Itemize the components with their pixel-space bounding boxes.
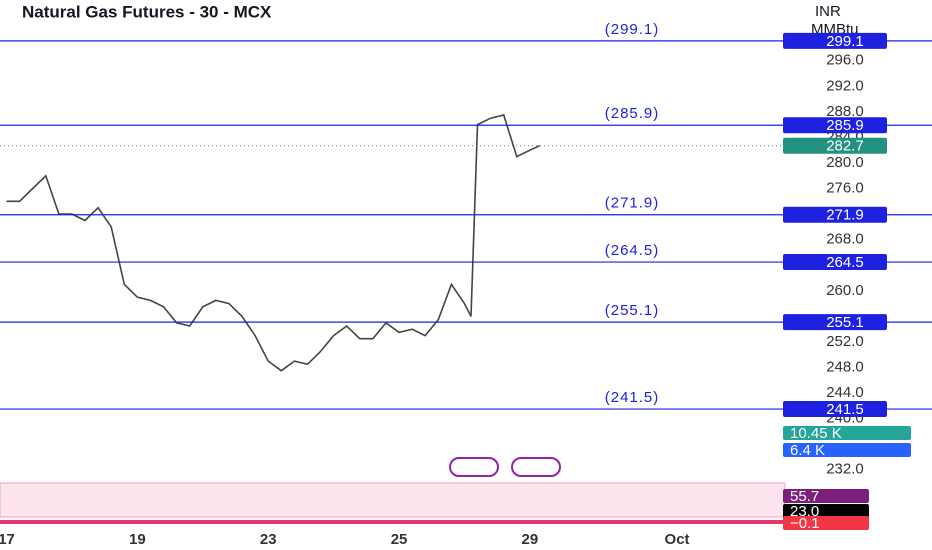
indicator-label: 55.7 bbox=[790, 488, 819, 505]
level-badge bbox=[783, 401, 887, 418]
y-tick-label: 296.0 bbox=[826, 52, 864, 69]
indicator-label: 10.45 K bbox=[790, 425, 842, 442]
alert-icon[interactable] bbox=[511, 457, 561, 477]
price-line bbox=[6, 114, 541, 372]
level-badge bbox=[783, 32, 887, 49]
icons bbox=[449, 457, 561, 477]
y-tick-label: 292.0 bbox=[826, 77, 864, 94]
indicator-label: −0.1 bbox=[790, 515, 820, 532]
histogram-strip bbox=[0, 520, 785, 524]
y-tick-label: 288.0 bbox=[826, 103, 864, 120]
last-price-label: 282.7 bbox=[826, 138, 864, 155]
level-badge bbox=[783, 254, 887, 271]
y-tick-label: 248.0 bbox=[826, 358, 864, 375]
x-tick-label: Oct bbox=[665, 531, 690, 548]
indicator-badge bbox=[783, 504, 869, 518]
level-badge-label: 255.1 bbox=[826, 314, 864, 331]
level-label: (241.5) bbox=[605, 389, 660, 406]
level-badge bbox=[783, 206, 887, 223]
replay-icon[interactable] bbox=[449, 457, 499, 477]
x-tick-label: 19 bbox=[129, 531, 146, 548]
currency: INR bbox=[815, 3, 841, 20]
y-tick-label: 232.0 bbox=[826, 461, 864, 478]
level-badge-label: 241.5 bbox=[826, 401, 864, 418]
last-price-badge bbox=[783, 137, 887, 154]
x-tick-label: 29 bbox=[522, 531, 539, 548]
y-tick-label: 280.0 bbox=[826, 154, 864, 171]
y-tick-label: 260.0 bbox=[826, 282, 864, 299]
x-tick-label: 17 bbox=[0, 531, 15, 548]
y-tick-label: 268.0 bbox=[826, 231, 864, 248]
level-label: (285.9) bbox=[605, 105, 660, 122]
x-tick-label: 23 bbox=[260, 531, 277, 548]
y-tick-label: 244.0 bbox=[826, 384, 864, 401]
level-badge-label: 271.9 bbox=[826, 207, 864, 224]
indicator-badge bbox=[783, 443, 911, 457]
y-tick-label: 276.0 bbox=[826, 180, 864, 197]
level-label: (299.1) bbox=[605, 21, 660, 38]
level-label: (264.5) bbox=[605, 242, 660, 259]
level-label: (255.1) bbox=[605, 302, 660, 319]
level-badge-label: 264.5 bbox=[826, 254, 864, 271]
level-badge-label: 299.1 bbox=[826, 33, 864, 50]
indicator-label: 6.4 K bbox=[790, 442, 825, 459]
indicator-badge bbox=[783, 516, 869, 530]
x-tick-label: 25 bbox=[391, 531, 408, 548]
indicator-badge bbox=[783, 489, 869, 503]
level-label: (271.9) bbox=[605, 195, 660, 212]
indicator-badge bbox=[783, 426, 911, 440]
oscillator-panel bbox=[0, 482, 786, 518]
y-tick-label: 252.0 bbox=[826, 333, 864, 350]
chart-title: Natural Gas Futures - 30 - MCX bbox=[22, 2, 272, 21]
level-badge-label: 285.9 bbox=[826, 117, 864, 134]
indicator-label: 23.0 bbox=[790, 503, 819, 520]
level-badge bbox=[783, 314, 887, 331]
level-badge bbox=[783, 117, 887, 134]
